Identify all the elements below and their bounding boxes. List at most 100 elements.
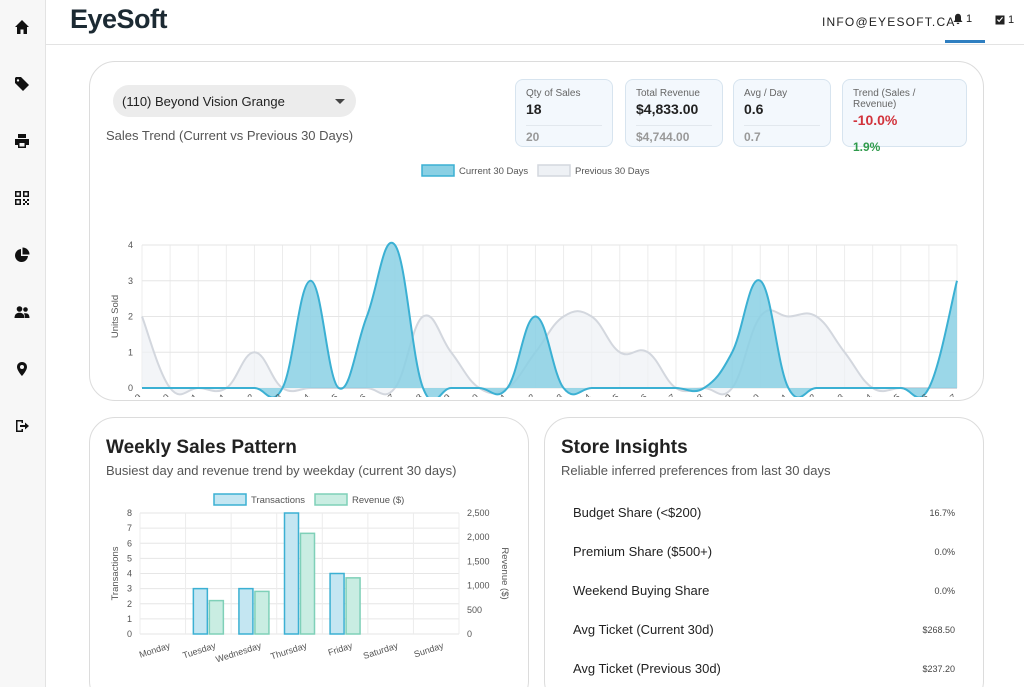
- chart-legend: Transactions Revenue ($): [213, 493, 404, 506]
- insight-value: 0.0%: [934, 586, 955, 596]
- insight-row: Weekend Buying Share 0.0%: [573, 583, 955, 603]
- y-tick-label: 6: [127, 538, 132, 548]
- y-tick-label: 4: [128, 240, 133, 250]
- x-tick-label: Tuesday: [181, 640, 217, 660]
- stat-current: $4,833.00: [636, 101, 699, 117]
- bar-transactions: [192, 587, 209, 635]
- weekly-card-title: Weekly Sales Pattern: [106, 437, 297, 458]
- y-axis-title: Units Sold: [110, 295, 121, 338]
- legend-swatch-previous: [537, 164, 571, 177]
- x-tick-label: Aug 1: [203, 392, 227, 397]
- insight-label: Avg Ticket (Previous 30d): [573, 661, 721, 676]
- x-tick-label: Aug 10: [452, 392, 480, 397]
- y2-tick-label: 1,500: [467, 556, 490, 566]
- x-tick-label: Aug 27: [930, 392, 958, 397]
- stat-previous: 20: [526, 125, 602, 144]
- y-tick-label: 1: [127, 614, 132, 624]
- stat-previous: 0.7: [744, 125, 820, 144]
- store-select-value: (110) Beyond Vision Grange: [122, 94, 285, 109]
- active-tab-indicator: [945, 40, 985, 43]
- x-tick-label: Sunday: [413, 640, 446, 659]
- insight-value: $237.20: [922, 664, 955, 674]
- x-tick-label: Aug 2: [231, 392, 255, 397]
- tag-icon[interactable]: [11, 73, 33, 95]
- qr-code-icon[interactable]: [11, 187, 33, 209]
- insight-label: Avg Ticket (Current 30d): [573, 622, 714, 637]
- app-logo[interactable]: EyeSoft: [70, 4, 168, 34]
- stat-label: Qty of Sales: [526, 88, 581, 99]
- bell-icon: [953, 13, 963, 25]
- sales-trend-chart: Current 30 Days Previous 30 Days 0 1 2 3 4 Jul …: [110, 164, 958, 397]
- chevron-down-icon: [335, 99, 345, 104]
- x-tick-label: Friday: [327, 640, 354, 657]
- bar-transactions: [283, 512, 300, 635]
- chart-legend: Current 30 Days Previous 30 Days: [421, 164, 650, 177]
- y-tick-label: 0: [127, 629, 132, 639]
- sales-trend-card: (110) Beyond Vision Grange Sales Trend (…: [89, 61, 984, 401]
- x-tick-label: Aug 21: [761, 392, 789, 397]
- user-email[interactable]: INFO@EYESOFT.CA: [822, 15, 956, 29]
- legend-swatch-current: [421, 164, 455, 177]
- stat-qty-of-sales: Qty of Sales 18 20: [515, 79, 613, 147]
- home-icon[interactable]: [11, 16, 33, 38]
- legend-label: Revenue ($): [352, 495, 404, 506]
- x-tick-label: Thursday: [269, 640, 308, 661]
- x-tick-label: Aug 20: [733, 392, 761, 397]
- legend-label: Previous 30 Days: [575, 166, 650, 177]
- store-select[interactable]: (110) Beyond Vision Grange: [113, 85, 356, 117]
- insight-row: Budget Share (<$200) 16.7%: [573, 505, 955, 525]
- insights-card-description: Reliable inferred preferences from last …: [561, 463, 831, 478]
- x-tick-label: Aug 4: [287, 392, 311, 397]
- stat-previous: 1.9%: [853, 140, 881, 154]
- stat-trend: Trend (Sales / Revenue) -10.0% 1.9%: [842, 79, 967, 154]
- legend-swatch-revenue: [314, 493, 348, 506]
- x-tick-label: Wednesday: [214, 640, 263, 664]
- bar-transactions: [329, 572, 345, 635]
- x-tick-label: Aug 15: [593, 392, 621, 397]
- insight-value: $268.50: [922, 625, 955, 635]
- y2-tick-label: 2,000: [467, 532, 490, 542]
- series-area-current: [142, 242, 957, 397]
- tasks-count: 1: [1008, 14, 1015, 26]
- legend-label: Current 30 Days: [459, 166, 528, 177]
- y-tick-label: 5: [127, 553, 132, 563]
- insight-row: Avg Ticket (Previous 30d) $237.20: [573, 661, 955, 681]
- insight-row: Premium Share ($500+) 0.0%: [573, 544, 955, 564]
- stat-current: -10.0%: [853, 112, 898, 128]
- location-pin-icon[interactable]: [11, 358, 33, 380]
- y2-axis-title: Revenue ($): [499, 547, 510, 599]
- bar-revenue: [254, 590, 270, 635]
- y-tick-label: 3: [127, 584, 132, 594]
- x-tick-label: Aug 16: [621, 392, 649, 397]
- bar-revenue: [299, 532, 316, 635]
- y-axis-title: Transactions: [110, 546, 121, 600]
- printer-icon[interactable]: [11, 130, 33, 152]
- y-tick-label: 2: [128, 312, 133, 322]
- y2-tick-label: 0: [467, 629, 472, 639]
- x-tick-label: Aug 17: [649, 392, 677, 397]
- insight-label: Budget Share (<$200): [573, 505, 702, 520]
- insight-label: Premium Share ($500+): [573, 544, 713, 559]
- stat-label: Total Revenue: [636, 88, 700, 99]
- users-icon[interactable]: [11, 301, 33, 323]
- x-tick-label: Aug 25: [874, 392, 902, 397]
- sales-trend-subtitle: Sales Trend (Current vs Previous 30 Days…: [106, 128, 354, 143]
- stat-total-revenue: Total Revenue $4,833.00 $4,744.00: [625, 79, 723, 147]
- x-tick-label: Aug 8: [400, 392, 424, 397]
- x-tick-label: Aug 23: [818, 392, 846, 397]
- y-tick-label: 0: [128, 383, 133, 393]
- stat-label: Trend (Sales / Revenue): [853, 88, 916, 110]
- bar-transactions: [238, 587, 254, 635]
- pie-chart-icon[interactable]: [11, 244, 33, 266]
- logout-icon[interactable]: [11, 415, 33, 437]
- weekly-sales-card: Weekly Sales Pattern Busiest day and rev…: [89, 417, 529, 687]
- stat-label: Avg / Day: [744, 88, 788, 99]
- insight-value: 16.7%: [929, 508, 955, 518]
- y2-tick-label: 1,000: [467, 581, 490, 591]
- x-tick-label: Jul 30: [147, 392, 172, 397]
- notifications-button[interactable]: 1: [952, 13, 972, 25]
- x-tick-label: Aug 12: [508, 392, 536, 397]
- x-tick-label: Aug 5: [316, 392, 340, 397]
- tasks-button[interactable]: 1: [994, 14, 1014, 26]
- notifications-count: 1: [966, 13, 973, 25]
